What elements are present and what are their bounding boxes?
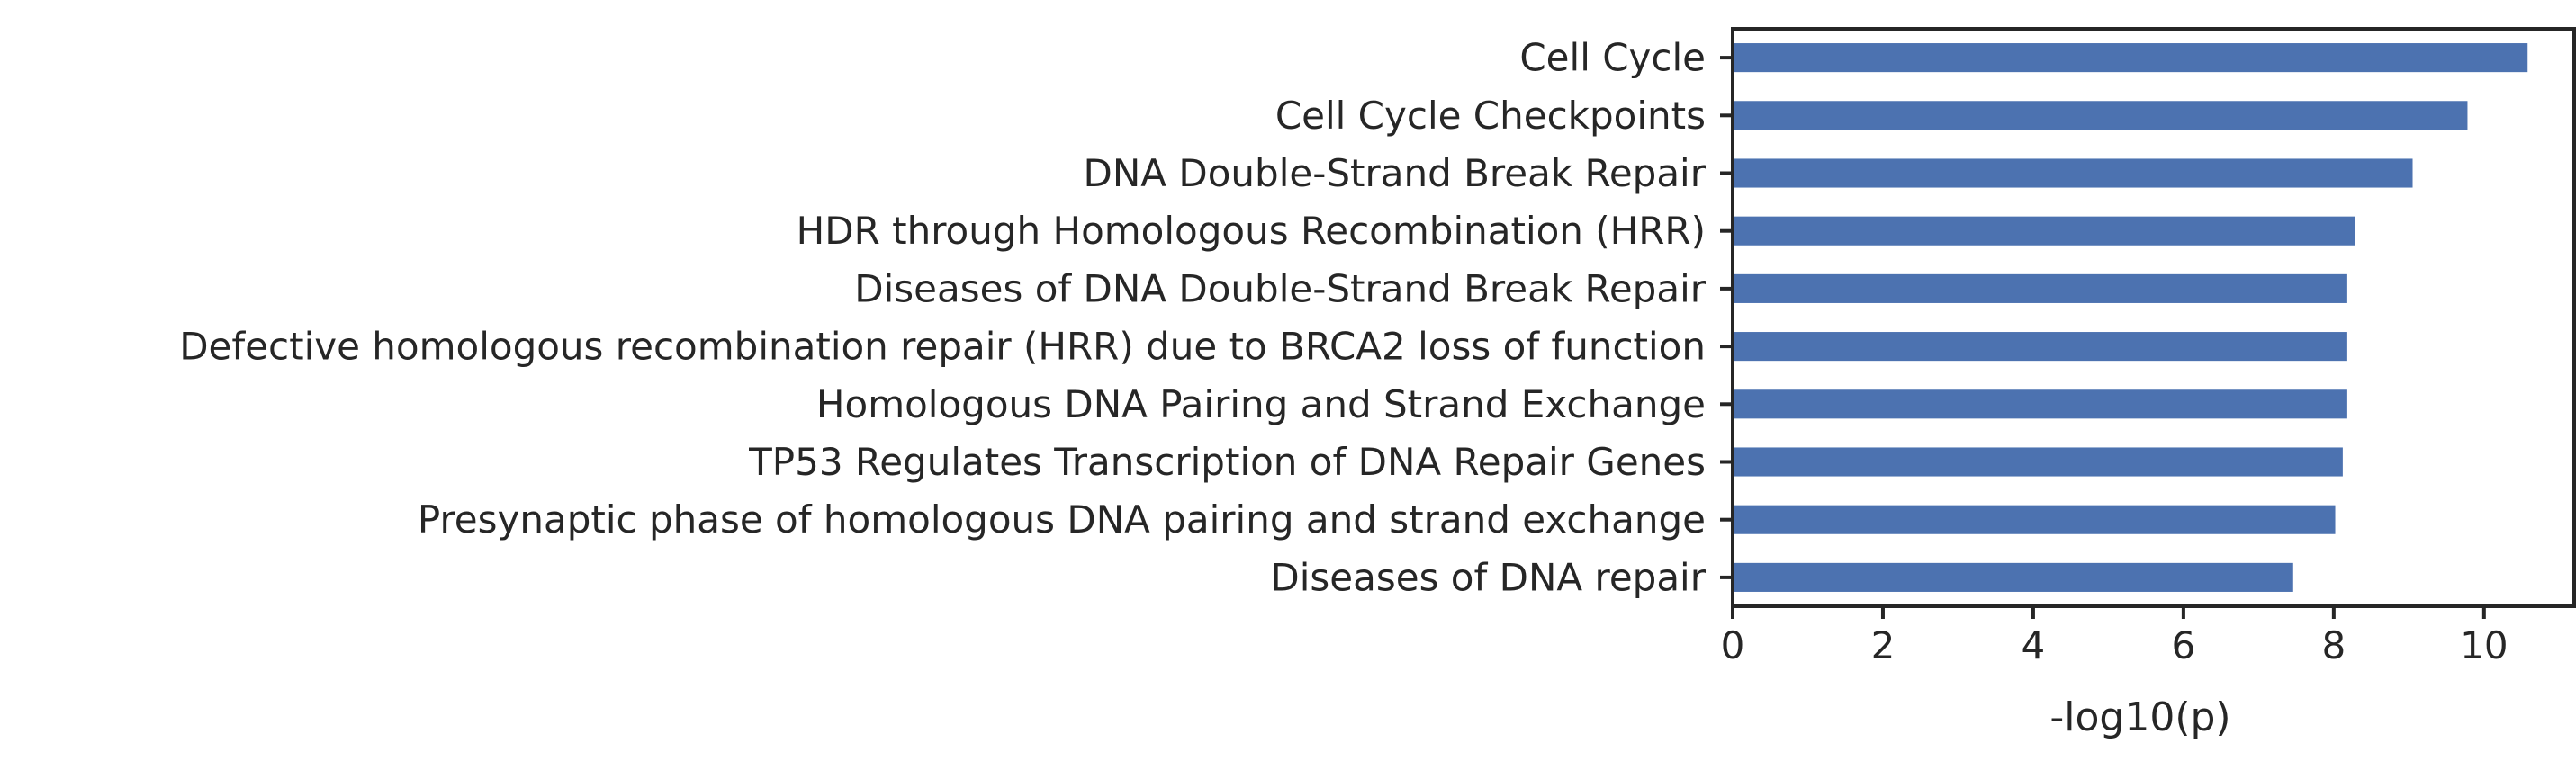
bar [1733, 332, 2347, 362]
bar [1733, 389, 2347, 419]
y-tick-label: Cell Cycle [1519, 36, 1706, 80]
y-axis: Cell Cycle Cell Cycle Checkpoints DNA Doub… [179, 36, 1733, 599]
y-tick-label: Homologous DNA Pairing and Strand Exchan… [816, 382, 1706, 426]
y-tick-label: Cell Cycle Checkpoints [1275, 94, 1706, 138]
x-axis: 0 2 4 6 8 10 [1721, 606, 2508, 667]
bar [1733, 101, 2468, 130]
x-tick-label: 4 [2022, 623, 2046, 667]
bar [1733, 216, 2355, 246]
x-tick-label: 10 [2460, 623, 2508, 667]
x-tick-label: 0 [1721, 623, 1745, 667]
x-tick-label: 6 [2172, 623, 2196, 667]
bar [1733, 447, 2343, 477]
bar [1733, 505, 2336, 534]
y-tick-label: Diseases of DNA repair [1270, 555, 1706, 599]
x-tick-label: 8 [2321, 623, 2346, 667]
y-tick-label: DNA Double-Strand Break Repair [1084, 151, 1707, 195]
bar [1733, 562, 2293, 592]
y-tick-label: TP53 Regulates Transcription of DNA Repa… [748, 440, 1706, 484]
bar [1733, 158, 2413, 188]
x-axis-title: -log10(p) [2049, 694, 2230, 740]
y-tick-label: Defective homologous recombination repai… [179, 325, 1706, 369]
y-tick-label: HDR through Homologous Recombination (HR… [797, 209, 1706, 253]
y-tick-label: Diseases of DNA Double-Strand Break Repa… [854, 266, 1706, 310]
bars-layer [1733, 43, 2528, 592]
bar [1733, 43, 2528, 73]
plot-frame [1731, 27, 2576, 608]
bar [1733, 273, 2347, 303]
y-tick-label: Presynaptic phase of homologous DNA pair… [418, 497, 1706, 542]
x-tick-label: 2 [1871, 623, 1896, 667]
